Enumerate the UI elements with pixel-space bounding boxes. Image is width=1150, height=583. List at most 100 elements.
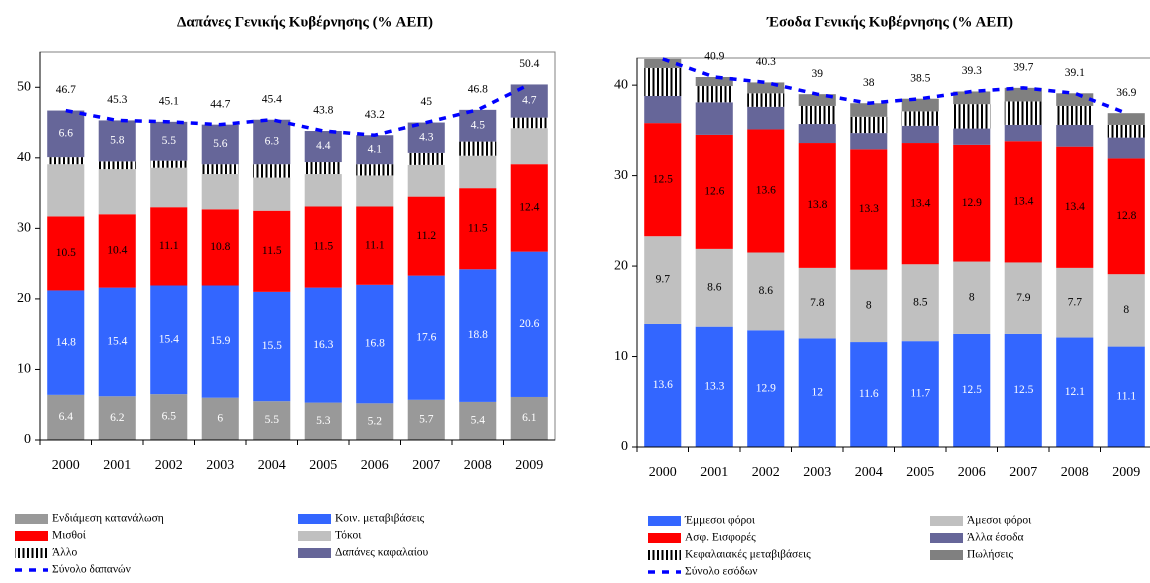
bar-segment [510,117,548,129]
bar-segment [407,164,445,197]
data-label: 18.8 [468,329,488,341]
legend-label: Ενδιάμεση κατανάλωση [52,513,164,525]
bar-segment [850,116,888,134]
bar-segment [459,109,497,142]
legend-label: Σύνολο εσόδων [685,566,758,578]
data-label: 8 [1123,304,1129,316]
legend-swatch [15,548,48,558]
bar-segment [1004,262,1042,334]
legend-swatch [648,516,681,526]
bar-segment [901,143,939,265]
x-tick-label: 2004 [855,465,883,480]
bar-segment [510,128,548,165]
data-label: 20.6 [519,318,539,330]
data-label: 12.8 [1116,210,1136,222]
data-label: 12 [812,386,824,398]
bar-segment [150,207,188,286]
bar-segment [1056,124,1094,147]
x-tick-label: 2009 [515,458,543,473]
x-tick-label: 2001 [700,465,728,480]
total-label: 38.5 [910,72,930,84]
bar-segment [1004,141,1042,263]
data-label: 12.5 [1013,384,1033,396]
bar-segment [644,58,682,68]
bar-segment [695,248,733,327]
legend-label: Δαπάνες καφαλαίου [335,547,429,559]
bar-segment [304,206,342,288]
data-label: 13.6 [756,185,776,197]
bar-segment [150,285,188,395]
y-tick-label: 40 [614,77,628,92]
data-label: 13.3 [704,380,724,392]
bar-segment [98,214,136,288]
bar-segment [1107,158,1145,275]
bar-segment [304,402,342,440]
x-tick-label: 2002 [752,465,780,480]
data-label: 11.5 [262,245,282,257]
bar-segment [1056,93,1094,106]
x-tick-label: 2009 [1112,465,1140,480]
bar-segment [459,401,497,440]
bar-segment [201,124,239,165]
legend-swatch [648,533,681,543]
legend-swatch [930,550,963,560]
legend-label: Κοιν. μεταβιβάσεις [335,513,425,525]
data-label: 5.4 [471,415,486,427]
bar-segment [798,105,836,125]
bar-segment [953,261,991,334]
y-tick-label: 50 [17,79,31,94]
x-tick-label: 2006 [361,458,389,473]
bar-segment [407,399,445,440]
total-label: 39 [812,68,824,80]
bar-segment [98,161,136,170]
y-tick-label: 20 [614,258,628,273]
bar-segment [747,106,785,130]
y-tick-label: 0 [24,432,31,447]
bar-segment [901,341,939,447]
bar-segment [98,120,136,162]
data-label: 11.6 [859,388,879,400]
bar-segment [1107,113,1145,125]
bar-segment [356,206,394,285]
bar-segment [850,133,888,150]
legend-swatch [298,548,331,558]
data-label: 5.8 [110,135,125,147]
bar-segment [695,86,733,103]
data-label: 11.1 [1116,390,1136,402]
legend-label: Κεφαλαιακές μεταβιβάσεις [685,549,811,561]
data-label: 12.9 [962,197,982,209]
x-tick-label: 2006 [958,465,986,480]
data-label: 12.9 [756,382,776,394]
bar-segment [901,98,939,112]
total-label: 45.3 [107,94,127,106]
data-label: 5.5 [265,414,280,426]
data-label: 11.7 [910,388,930,400]
bar-segment [201,174,239,210]
bar-segment [47,110,85,158]
chart-title: Δαπάνες Γενικής Κυβέρνησης (% ΑΕΠ) [177,14,433,30]
y-tick-label: 30 [614,168,628,183]
bar-segment [98,169,136,215]
bar-segment [253,291,291,402]
bar-segment [253,401,291,440]
data-label: 7.8 [810,297,825,309]
legend-label: Τόκοι [335,530,362,542]
bar-segment [510,84,548,118]
data-label: 6.4 [59,411,74,423]
bar-segment [850,269,888,343]
bar-segment [459,141,497,156]
data-label: 13.4 [1013,195,1033,207]
x-tick-label: 2007 [412,458,440,473]
total-label: 39.1 [1065,67,1085,79]
x-tick-label: 2000 [649,465,677,480]
bar-segment [459,269,497,402]
x-tick-label: 2008 [1061,465,1089,480]
data-label: 5.2 [368,415,383,427]
data-label: 5.5 [162,135,177,147]
bar-segment [253,210,291,292]
y-tick-label: 20 [17,291,31,306]
bar-segment [201,209,239,286]
bar-segment [901,125,939,144]
bar-segment [356,175,394,207]
